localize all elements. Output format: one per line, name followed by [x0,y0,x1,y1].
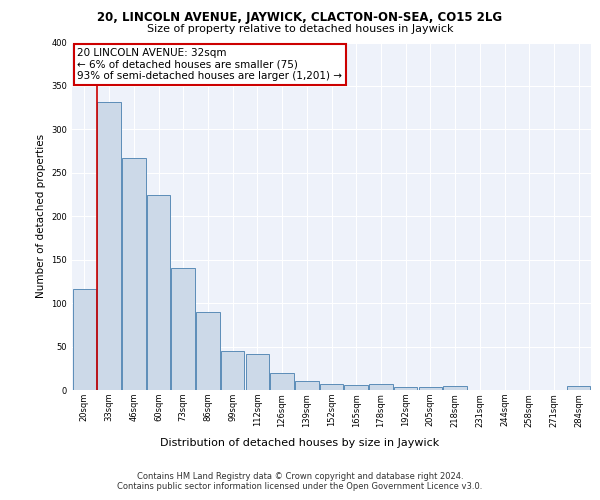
Text: Distribution of detached houses by size in Jaywick: Distribution of detached houses by size … [160,438,440,448]
Bar [419,388,442,390]
Text: 20 LINCOLN AVENUE: 32sqm
← 6% of detached houses are smaller (75)
93% of semi-de: 20 LINCOLN AVENUE: 32sqm ← 6% of detache… [77,48,342,81]
Bar [295,382,319,390]
Bar [369,384,392,390]
Bar [567,386,590,390]
Bar [443,386,467,390]
Bar [97,102,121,390]
Bar [147,196,170,390]
Text: Size of property relative to detached houses in Jaywick: Size of property relative to detached ho… [147,24,453,34]
Bar [172,268,195,390]
Y-axis label: Number of detached properties: Number of detached properties [36,134,46,298]
Bar [320,384,343,390]
Bar [271,374,294,390]
Bar [394,386,418,390]
Text: 20, LINCOLN AVENUE, JAYWICK, CLACTON-ON-SEA, CO15 2LG: 20, LINCOLN AVENUE, JAYWICK, CLACTON-ON-… [97,11,503,24]
Bar [344,385,368,390]
Bar [122,158,146,390]
Bar [196,312,220,390]
Bar [221,351,244,390]
Text: Contains HM Land Registry data © Crown copyright and database right 2024.
Contai: Contains HM Land Registry data © Crown c… [118,472,482,491]
Bar [245,354,269,390]
Bar [73,289,96,390]
